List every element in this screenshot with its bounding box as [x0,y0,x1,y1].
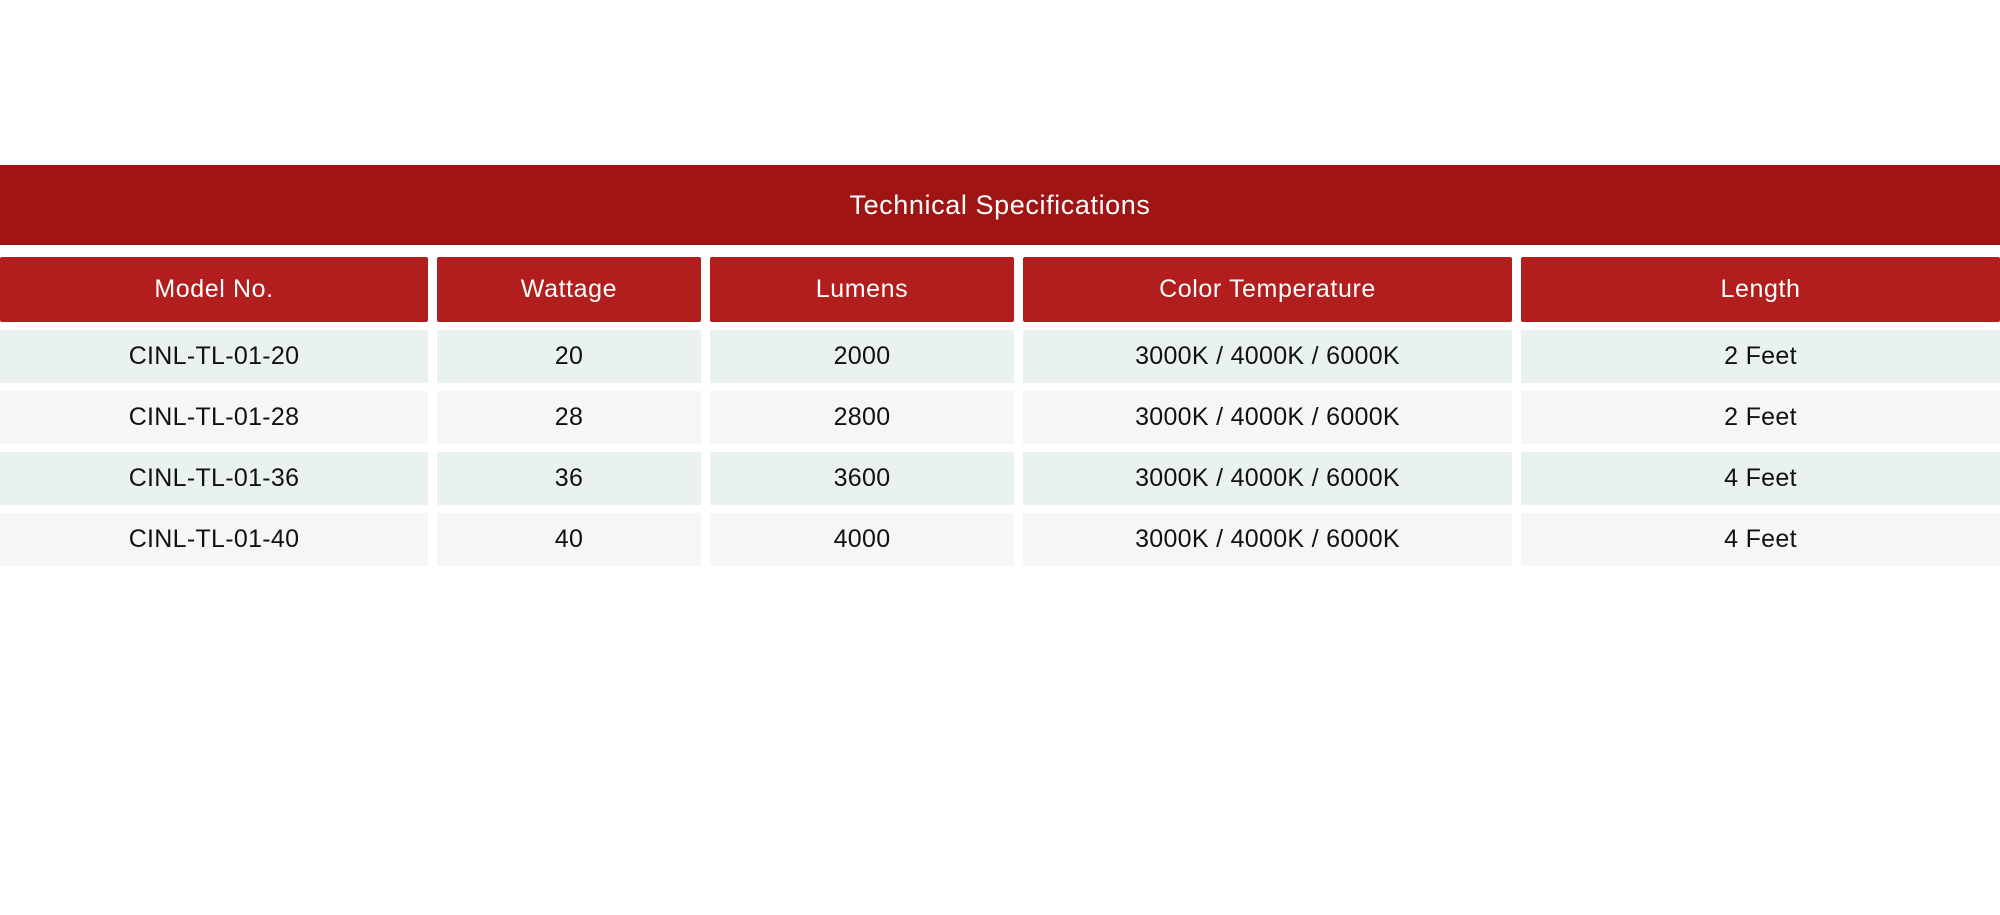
column-header-wattage: Wattage [437,257,701,322]
cell-model-no: CINL-TL-01-20 [0,330,428,383]
cell-lumens: 2000 [710,330,1014,383]
table-row: CINL-TL-01-36 36 3600 3000K / 4000K / 60… [0,452,2000,505]
table-row: CINL-TL-01-28 28 2800 3000K / 4000K / 60… [0,391,2000,444]
cell-length: 2 Feet [1521,391,2000,444]
column-header-length: Length [1521,257,2000,322]
cell-color-temperature: 3000K / 4000K / 6000K [1023,513,1512,566]
cell-wattage: 36 [437,452,701,505]
cell-length: 2 Feet [1521,330,2000,383]
column-header-model-no: Model No. [0,257,428,322]
cell-lumens: 4000 [710,513,1014,566]
column-header-lumens: Lumens [710,257,1014,322]
technical-specifications-section: Technical Specifications Model No. Watta… [0,165,2000,566]
cell-color-temperature: 3000K / 4000K / 6000K [1023,391,1512,444]
cell-model-no: CINL-TL-01-28 [0,391,428,444]
table-title-bar: Technical Specifications [0,165,2000,245]
column-header-color-temperature: Color Temperature [1023,257,1512,322]
cell-length: 4 Feet [1521,452,2000,505]
cell-wattage: 40 [437,513,701,566]
table-row: CINL-TL-01-20 20 2000 3000K / 4000K / 60… [0,330,2000,383]
cell-color-temperature: 3000K / 4000K / 6000K [1023,452,1512,505]
cell-lumens: 3600 [710,452,1014,505]
table-title: Technical Specifications [849,189,1151,220]
cell-wattage: 20 [437,330,701,383]
cell-lumens: 2800 [710,391,1014,444]
table-row: CINL-TL-01-40 40 4000 3000K / 4000K / 60… [0,513,2000,566]
cell-wattage: 28 [437,391,701,444]
cell-color-temperature: 3000K / 4000K / 6000K [1023,330,1512,383]
cell-length: 4 Feet [1521,513,2000,566]
cell-model-no: CINL-TL-01-40 [0,513,428,566]
table-header-row: Model No. Wattage Lumens Color Temperatu… [0,257,2000,322]
cell-model-no: CINL-TL-01-36 [0,452,428,505]
